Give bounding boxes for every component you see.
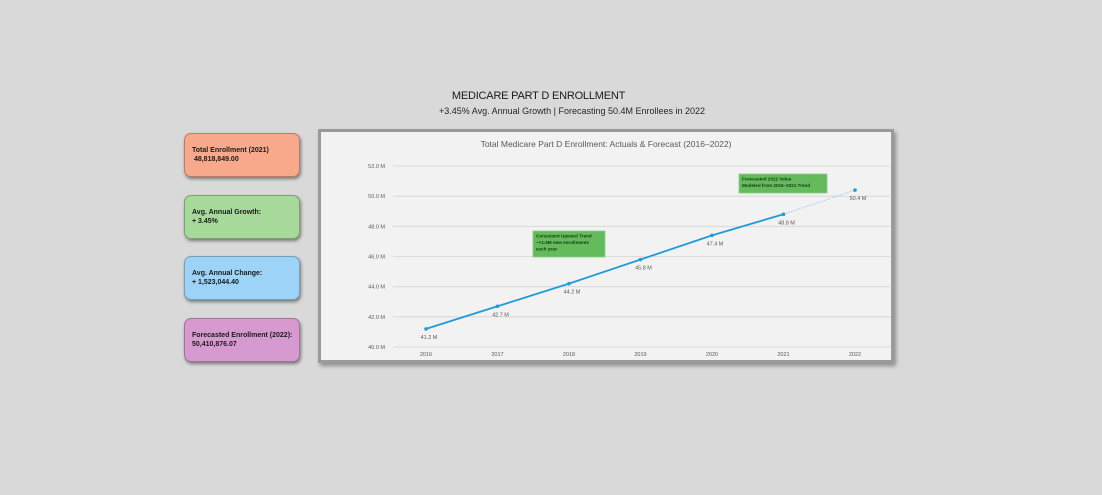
forecast-line	[783, 189, 856, 215]
annotation-text: ~+1.5M new enrollments	[536, 240, 590, 245]
x-tick-label: 2021	[777, 352, 789, 358]
data-label: 44.2 M	[564, 290, 581, 296]
y-tick-label: 50.0 M	[368, 194, 385, 200]
y-tick-label: 40.0 M	[368, 345, 385, 351]
y-tick-label: 44.0 M	[368, 285, 385, 291]
x-tick-label: 2017	[491, 352, 503, 358]
data-series	[424, 188, 857, 331]
x-axis-labels: 2016 2017 2018 2019 2020 2021 2022	[420, 352, 861, 358]
annotation-text: each year	[536, 247, 557, 252]
y-tick-label: 52.0 M	[368, 164, 385, 170]
y-axis-labels: 40.0 M 42.0 M 44.0 M 46.0 M 48.0 M 50.0 M 52.0…	[368, 164, 385, 351]
data-label: 45.8 M	[635, 266, 652, 272]
data-point	[781, 212, 786, 217]
kpi-total-enrollment: Total Enrollment (2021) 48,818,849.00	[184, 133, 300, 177]
gridlines	[393, 165, 890, 348]
kpi-value: 50,410,876.07	[192, 341, 237, 348]
line-chart: Total Medicare Part D Enrollment: Actual…	[368, 139, 890, 358]
annotation-text: Forecasted 2022 Value	[742, 177, 792, 182]
data-labels: 41.2 M 42.7 M 44.2 M 45.8 M 47.4 M 48.8 M 50.4…	[421, 196, 867, 341]
data-point	[710, 233, 714, 238]
kpi-value: + 3.45%	[192, 218, 218, 225]
data-point	[495, 304, 500, 309]
data-label: 41.2 M	[421, 335, 438, 341]
x-tick-label: 2018	[563, 352, 575, 358]
annotations: Consistent Upward Trend~+1.5M new enroll…	[532, 173, 828, 258]
x-tick-label: 2022	[849, 352, 861, 358]
kpi-value: 48,818,849.00	[192, 156, 239, 163]
data-point	[638, 257, 643, 262]
data-point	[424, 327, 428, 331]
chart-title: Total Medicare Part D Enrollment: Actual…	[481, 139, 732, 149]
chart-panel: Total Medicare Part D Enrollment: Actual…	[318, 129, 894, 363]
actual-line	[425, 213, 784, 330]
annotation-box	[738, 173, 828, 194]
dashboard-title: MEDICARE PART D ENROLLMENT	[451, 90, 626, 102]
annotation-text: Consistent Upward Trend	[536, 234, 592, 239]
kpi-label: Forecasted Enrollment (2022):	[192, 332, 293, 339]
data-label: 48.8 M	[778, 220, 795, 226]
dashboard-subtitle: +3.45% Avg. Annual Growth | Forecasting …	[438, 106, 706, 116]
data-label: 42.7 M	[492, 312, 509, 318]
kpi-avg-annual-change: Avg. Annual Change: + 1,523,044.40	[184, 256, 300, 300]
data-point	[567, 281, 571, 286]
kpi-avg-annual-growth: Avg. Annual Growth: + 3.45%	[184, 195, 300, 239]
data-label: 47.4 M	[707, 241, 724, 247]
annotation-box	[532, 230, 606, 258]
x-tick-label: 2020	[706, 352, 718, 358]
kpi-forecasted-enrollment: Forecasted Enrollment (2022): 50,410,876…	[184, 318, 300, 362]
kpi-value: + 1,523,044.40	[192, 279, 239, 286]
y-tick-label: 42.0 M	[368, 315, 385, 321]
x-tick-label: 2019	[634, 352, 646, 358]
kpi-label: Total Enrollment (2021)	[192, 147, 269, 154]
y-tick-label: 48.0 M	[368, 224, 385, 230]
data-point	[853, 188, 857, 192]
y-tick-label: 46.0 M	[368, 255, 385, 261]
data-label: 50.4 M	[850, 196, 867, 202]
annotation-text: Modeled from 2016–2021 Trend	[742, 183, 810, 188]
kpi-label: Avg. Annual Change:	[192, 270, 263, 277]
kpi-label: Avg. Annual Growth:	[192, 209, 262, 216]
x-tick-label: 2016	[420, 352, 432, 358]
